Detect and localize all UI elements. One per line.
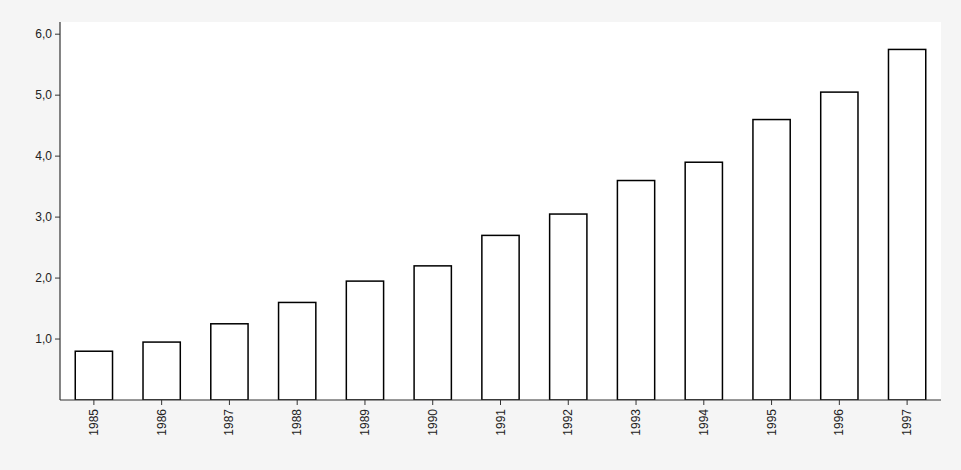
x-tick-label: 1992 — [561, 409, 575, 436]
bar — [143, 342, 180, 400]
x-tick — [839, 400, 840, 405]
y-axis-line — [59, 22, 60, 400]
x-tick — [636, 400, 637, 405]
bar — [414, 266, 451, 400]
bar — [617, 181, 654, 400]
x-tick-label: 1986 — [155, 409, 169, 436]
y-tick — [55, 156, 60, 157]
x-tick-label: 1997 — [900, 409, 914, 436]
x-tick — [161, 400, 162, 405]
x-tick — [93, 400, 94, 405]
x-tick-label: 1987 — [222, 409, 236, 436]
bar — [753, 120, 790, 400]
y-tick-label: 5,0 — [35, 88, 52, 102]
x-tick — [500, 400, 501, 405]
y-tick — [55, 217, 60, 218]
plot-background — [60, 22, 941, 400]
y-tick-label: 2,0 — [35, 271, 52, 285]
y-tick-label: 3,0 — [35, 210, 52, 224]
bar — [346, 281, 383, 400]
bar — [482, 235, 519, 400]
y-tick-label: 1,0 — [35, 332, 52, 346]
bar — [211, 324, 248, 400]
x-tick — [907, 400, 908, 405]
bar — [685, 162, 722, 400]
x-axis: 1985 1986 1987 1988 1989 1990 1991 1992 1993 1994… — [60, 400, 941, 436]
y-tick — [55, 34, 60, 35]
chart-svg: 1,02,03,04,05,06,01985198619871988198919… — [0, 0, 961, 470]
bar — [821, 92, 858, 400]
y-tick-label: 4,0 — [35, 149, 52, 163]
x-tick — [568, 400, 569, 405]
x-tick — [703, 400, 704, 405]
bars — [75, 49, 926, 400]
x-tick-label: 1994 — [697, 409, 711, 436]
x-tick-label: 1991 — [494, 409, 508, 436]
x-tick — [229, 400, 230, 405]
x-tick-label: 1988 — [290, 409, 304, 436]
x-tick-label: 1989 — [358, 409, 372, 436]
y-axis: 1,0 2,0 3,0 4,0 5,0 6,0 — [35, 22, 60, 400]
bar — [279, 302, 316, 400]
y-tick-label: 6,0 — [35, 27, 52, 41]
bar — [75, 351, 112, 400]
y-tick — [55, 95, 60, 96]
x-tick — [432, 400, 433, 405]
y-tick — [55, 339, 60, 340]
y-tick — [55, 278, 60, 279]
x-tick-label: 1990 — [426, 409, 440, 436]
x-tick-label: 1993 — [629, 409, 643, 436]
x-tick — [771, 400, 772, 405]
bar — [550, 214, 587, 400]
x-tick — [364, 400, 365, 405]
chart-container: 1,02,03,04,05,06,01985198619871988198919… — [0, 0, 961, 470]
x-tick-label: 1985 — [87, 409, 101, 436]
x-tick-label: 1996 — [832, 409, 846, 436]
bar — [888, 49, 925, 400]
x-tick-label: 1995 — [765, 409, 779, 436]
x-tick — [297, 400, 298, 405]
